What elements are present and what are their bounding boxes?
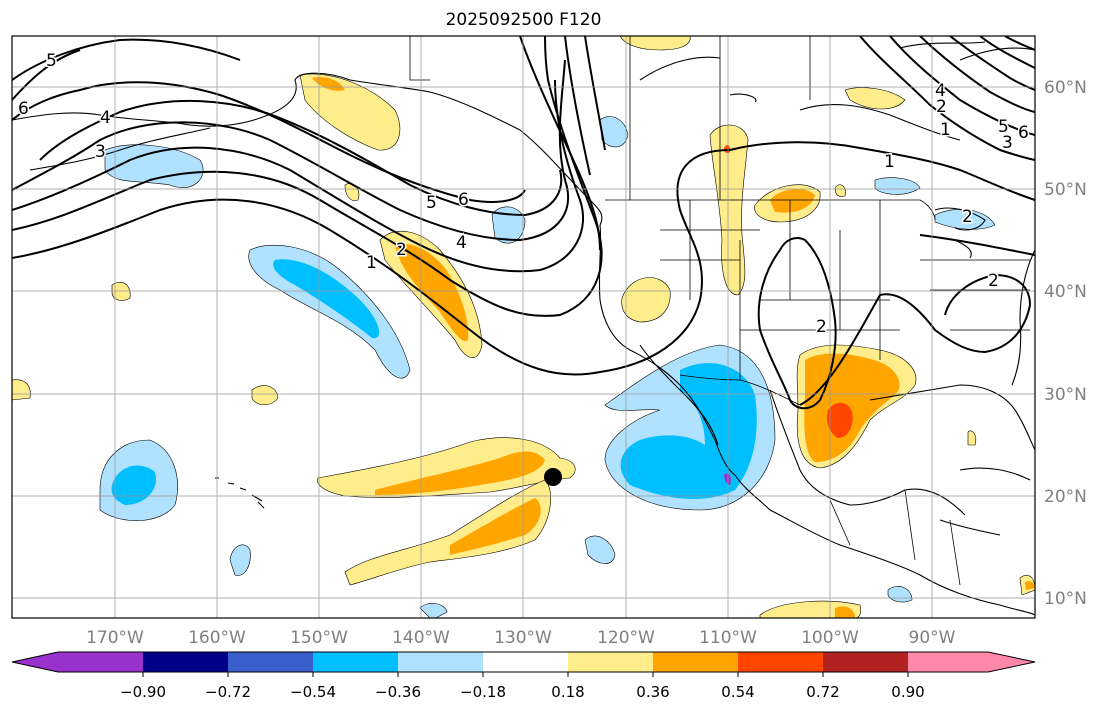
lat-label: 50°N <box>1044 180 1087 200</box>
contour-label: 6 <box>1018 123 1029 143</box>
map-title: 2025092500 F120 <box>445 10 602 30</box>
colorbar-extend-low <box>12 652 58 672</box>
colorbar-segment <box>823 652 909 672</box>
colorbar: −0.90 −0.72 −0.54 −0.36 −0.18 0.18 0.36 … <box>11 651 1036 701</box>
colorbar-extend-high <box>988 652 1035 672</box>
gridlines <box>12 36 1035 618</box>
colorbar-segment <box>228 652 314 672</box>
lat-label: 40°N <box>1044 282 1087 302</box>
contour-label: 1 <box>366 253 377 273</box>
contour-label: 2 <box>816 317 827 337</box>
longitude-labels: 170°W 160°W 150°W 140°W 130°W 120°W 110°… <box>86 628 956 648</box>
lon-label: 110°W <box>699 628 757 648</box>
contour-label: 2 <box>962 207 973 227</box>
colorbar-tick-label: 0.54 <box>721 683 754 701</box>
contour-label: 3 <box>1002 133 1013 153</box>
latitude-labels: 60°N 50°N 40°N 30°N 20°N 10°N <box>1044 78 1087 609</box>
contour-label: 4 <box>935 81 946 101</box>
colorbar-tick-label: −0.54 <box>290 683 336 701</box>
colorbar-segment <box>483 652 569 672</box>
contour-label: 2 <box>988 271 999 291</box>
lon-label: 130°W <box>494 628 552 648</box>
lon-label: 120°W <box>597 628 655 648</box>
contour-label: 2 <box>396 240 407 260</box>
contour-label: 6 <box>18 99 29 119</box>
colorbar-segment <box>653 652 739 672</box>
negative-anomaly-strong <box>111 259 757 505</box>
colorbar-segment <box>58 652 144 672</box>
contour-label: 4 <box>100 108 111 128</box>
colorbar-tick-label: 0.72 <box>806 683 839 701</box>
lat-label: 60°N <box>1044 78 1087 98</box>
storm-center-marker <box>544 468 562 486</box>
political-borders <box>409 36 1030 586</box>
contour-label: 5 <box>998 117 1009 137</box>
colorbar-segment <box>738 652 824 672</box>
contour-label: 5 <box>46 51 57 71</box>
lon-label: 150°W <box>290 628 348 648</box>
colorbar-tick-label: 0.36 <box>636 683 669 701</box>
lon-label: 100°W <box>801 628 859 648</box>
negative-anomaly-extreme <box>724 473 731 485</box>
lat-label: 30°N <box>1044 385 1087 405</box>
map-frame <box>11 35 1036 619</box>
coastlines <box>12 41 1035 616</box>
lat-label: 20°N <box>1044 487 1087 507</box>
contour-label: 3 <box>95 142 106 162</box>
contour-label: 2 <box>936 97 947 117</box>
colorbar-tick-label: −0.18 <box>460 683 506 701</box>
colorbar-segment <box>143 652 229 672</box>
contour-label: 1 <box>884 152 895 172</box>
lon-label: 90°W <box>909 628 956 648</box>
colorbar-tick-label: −0.36 <box>375 683 421 701</box>
colorbar-segment <box>568 652 654 672</box>
colorbar-tick-label: −0.90 <box>120 683 166 701</box>
colorbar-tick-label: 0.90 <box>891 683 924 701</box>
lat-label: 10°N <box>1044 589 1087 609</box>
contour-label: 6 <box>458 190 469 210</box>
lon-label: 140°W <box>392 628 450 648</box>
colorbar-tick-label: −0.72 <box>205 683 251 701</box>
height-contours <box>12 36 1035 410</box>
contour-labels: 5 6 4 3 1 2 6 5 4 1 2 2 1 6 5 4 2 2 3 <box>17 50 1031 339</box>
colorbar-segment <box>908 652 989 672</box>
contour-label: 4 <box>456 233 467 253</box>
contour-label: 1 <box>940 120 951 140</box>
lon-label: 160°W <box>188 628 246 648</box>
contour-label: 5 <box>426 193 437 213</box>
lon-label: 170°W <box>86 628 144 648</box>
colorbar-segment <box>313 652 399 672</box>
colorbar-segment <box>398 652 484 672</box>
colorbar-tick-label: 0.18 <box>551 683 584 701</box>
